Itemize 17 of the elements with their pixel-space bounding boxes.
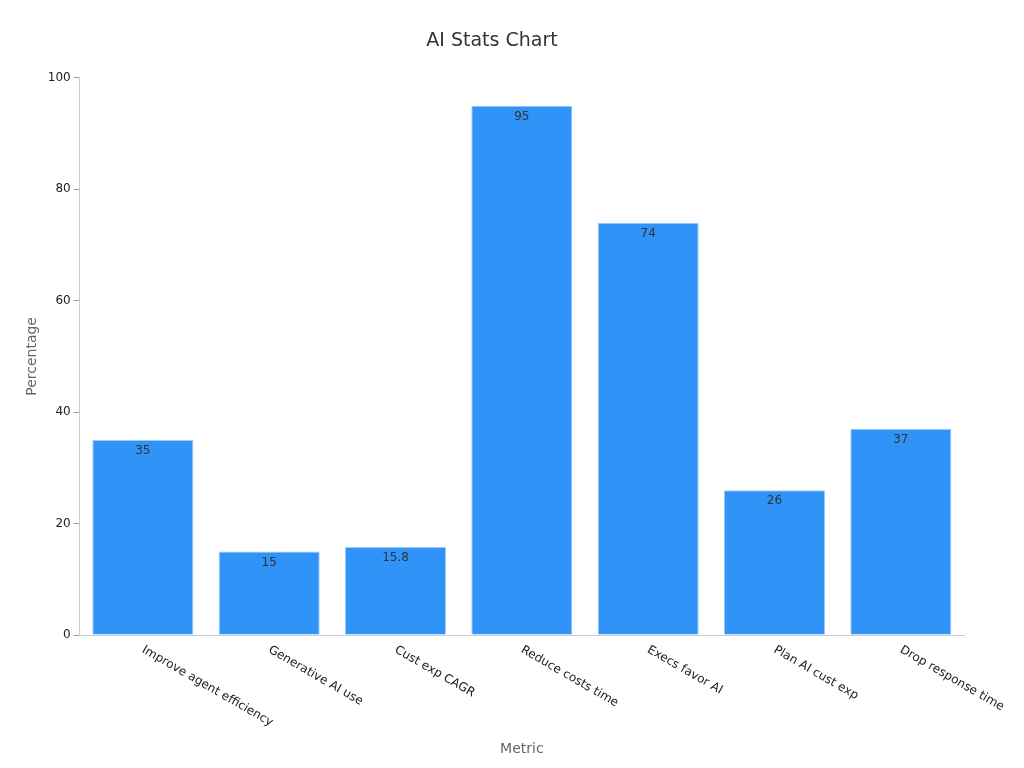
x-tick-label: Plan AI cust exp (771, 642, 862, 703)
data-label: 74 (640, 225, 656, 240)
data-label: 15.8 (382, 550, 409, 565)
chart-title: AI Stats Chart (426, 28, 558, 51)
data-label: 15 (261, 554, 277, 569)
data-label: 35 (135, 443, 151, 458)
y-tick-label: 40 (55, 404, 71, 419)
y-axis-title: Percentage (23, 317, 40, 396)
data-label: 26 (766, 493, 783, 508)
y-tick-label: 100 (47, 69, 71, 84)
y-tick-label: 80 (55, 181, 71, 196)
x-axis-title: Metric (500, 740, 544, 757)
data-label: 95 (514, 108, 530, 123)
y-tick-label: 60 (55, 292, 71, 307)
y-tick-label: 20 (55, 515, 71, 530)
data-label: 37 (893, 431, 909, 446)
y-tick-label: 0 (63, 627, 71, 642)
